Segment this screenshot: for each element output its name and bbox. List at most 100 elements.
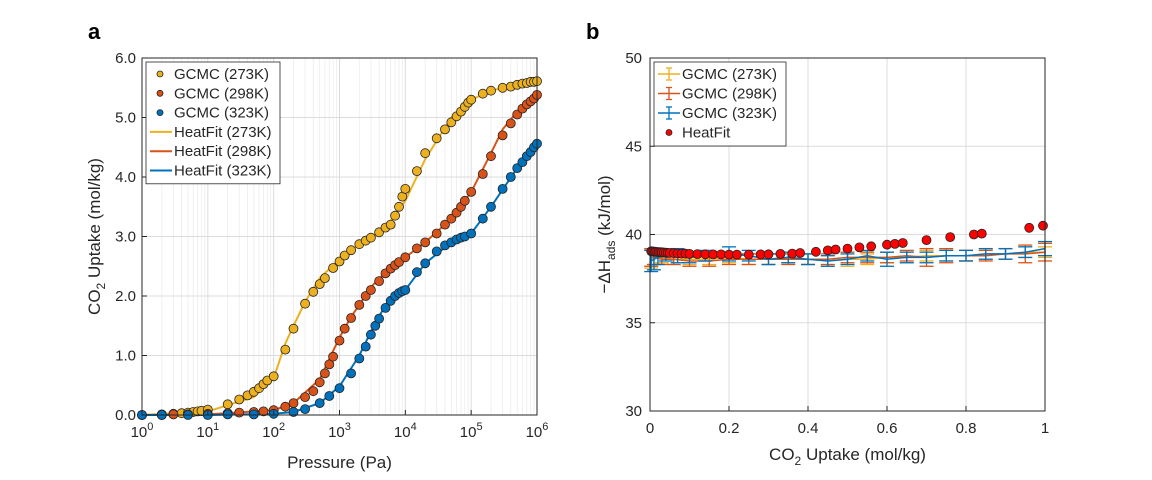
data-point [743, 249, 754, 260]
data-point [497, 183, 508, 194]
y-tick-label: 1.0 [115, 348, 136, 365]
y-axis-label-a: CO2 Uptake (mol/kg) [85, 158, 108, 315]
data-point [324, 359, 335, 370]
x-axis-label-a: Pressure (Pa) [287, 453, 392, 472]
legend-box [653, 61, 787, 147]
y-tick-label: 5.0 [115, 110, 136, 127]
y-tick-label: 45 [625, 138, 642, 155]
y-tick-label: 35 [625, 315, 642, 332]
data-point [280, 344, 291, 355]
data-point [234, 394, 245, 405]
legend-marker [156, 109, 164, 116]
data-point [842, 243, 853, 254]
data-point [486, 85, 496, 96]
y-tick-label: 30 [625, 403, 642, 420]
data-point [431, 228, 442, 239]
data-point [288, 323, 299, 334]
data-point [258, 406, 269, 417]
data-point [866, 241, 877, 252]
data-point [466, 94, 477, 105]
x-tick-label: 0.4 [798, 420, 819, 437]
x-tick-exp: 0 [147, 421, 153, 433]
error-bar [840, 253, 855, 266]
data-point [431, 133, 442, 144]
data-point [466, 186, 477, 197]
legend-label: GCMC (273K) [174, 66, 269, 83]
chart-panel-b: 0 0.2 0.4 0.6 0.8 1 30 35 40 45 50 CO2 Uptake (mol… [595, 50, 1052, 468]
x-tick-base: 10 [526, 424, 543, 441]
data-point [394, 201, 404, 212]
data-point [308, 386, 319, 397]
error-bar [978, 247, 993, 260]
x-tick-exp: 3 [345, 421, 351, 433]
data-point [346, 245, 357, 256]
data-point [854, 242, 865, 253]
error-bar [939, 249, 954, 262]
x-tick-base: 10 [196, 424, 213, 441]
legend-label: HeatFit [682, 125, 731, 142]
x-tick-base: 10 [328, 424, 345, 441]
legend-label: GCMC (323K) [174, 105, 269, 122]
x-tick-label: 101 [196, 421, 219, 441]
legend-marker [665, 129, 673, 136]
data-point [440, 219, 450, 230]
data-point [411, 267, 422, 278]
data-point [346, 313, 357, 323]
data-point [921, 235, 932, 246]
legend-label: GCMC (298K) [682, 86, 777, 103]
data-point [390, 210, 401, 221]
data-point [477, 169, 488, 179]
panel-a-label: a [88, 19, 101, 44]
y-axis-label-b: −ΔHads (kJ/mol) [595, 175, 618, 293]
legend-label: GCMC (298K) [174, 85, 269, 102]
data-point [288, 407, 299, 417]
legend-label: HeatFit (323K) [174, 163, 272, 180]
y-tick-label: 40 [625, 227, 642, 244]
x-tick-base: 10 [131, 424, 148, 441]
data-point [339, 250, 350, 261]
y-tick-label: 50 [625, 50, 642, 67]
data-point [280, 401, 291, 412]
data-point [365, 232, 376, 243]
data-point [334, 383, 345, 394]
data-point [234, 407, 245, 418]
data-point [308, 286, 319, 297]
y-tick-label: 3.0 [115, 229, 136, 246]
y-tick-label: 0.0 [115, 407, 136, 424]
data-point [775, 248, 786, 259]
y-tick-label: 6.0 [115, 50, 136, 67]
data-point [411, 243, 422, 254]
data-point [1038, 220, 1048, 231]
x-tick-label: 0.6 [877, 420, 898, 437]
legend-label: GCMC (273K) [682, 66, 777, 83]
x-tick-label: 0 [646, 420, 654, 437]
error-bar [820, 255, 835, 267]
data-point [354, 299, 365, 310]
data-point [477, 88, 488, 99]
x-tick-label: 1 [1041, 420, 1049, 437]
data-point [411, 166, 422, 177]
y-tick-label: 4.0 [115, 169, 136, 186]
data-point [314, 398, 325, 409]
plot-area-b [644, 220, 1052, 273]
axis-ticks-b: 0 0.2 0.4 0.6 0.8 1 30 35 40 45 50 [625, 50, 1049, 437]
data-point [420, 148, 431, 159]
data-point [420, 258, 431, 269]
data-point [486, 151, 496, 162]
data-point [314, 377, 325, 388]
data-point [976, 228, 987, 239]
data-point [300, 298, 311, 309]
legend-box [145, 61, 281, 185]
data-point [319, 368, 330, 379]
data-point [505, 118, 516, 129]
axis-ticks-a: 100 101 102 103 104 105 1060.01.02.03.04.05.06… [115, 50, 548, 441]
data-point [222, 399, 233, 410]
data-point [466, 228, 477, 239]
x-tick-exp: 2 [279, 421, 285, 433]
x-tick-exp: 5 [476, 421, 482, 433]
data-point [945, 232, 956, 243]
x-tick-label: 102 [262, 421, 285, 441]
data-point [1024, 222, 1035, 233]
legend-marker [156, 70, 164, 78]
